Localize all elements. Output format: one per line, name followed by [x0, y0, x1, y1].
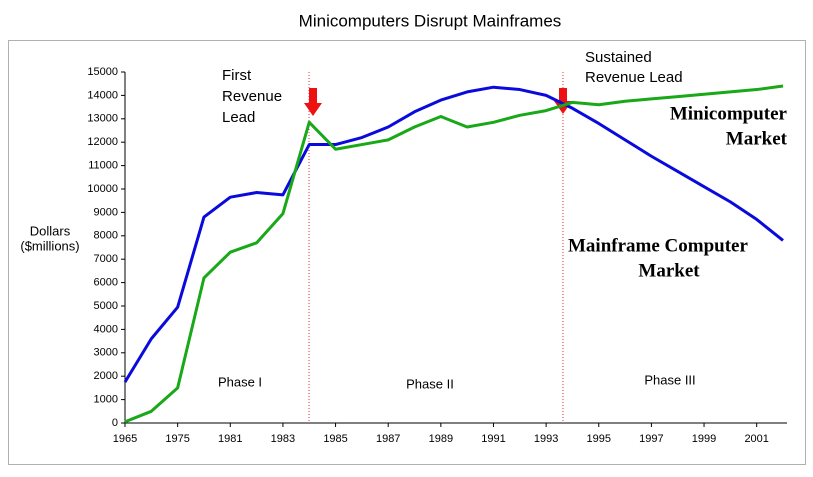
- y-tick-label: 15000: [87, 66, 118, 78]
- y-tick-label: 7000: [94, 253, 118, 265]
- y-tick-label: 13000: [87, 113, 118, 125]
- annotation: Sustained: [585, 49, 652, 66]
- y-axis-label: Dollars: [30, 223, 71, 238]
- x-tick-label: 1975: [165, 433, 189, 445]
- annotation: Revenue Lead: [585, 69, 683, 86]
- y-tick-label: 8000: [94, 230, 118, 242]
- y-tick-label: 11000: [88, 160, 118, 172]
- y-tick-label: 1000: [94, 394, 118, 406]
- y-tick-label: 0: [112, 417, 118, 429]
- annotation: Lead: [222, 109, 255, 126]
- x-tick-label: 1981: [218, 433, 242, 445]
- arrow: [304, 88, 322, 116]
- x-tick-label: 1985: [323, 433, 347, 445]
- annotation: Revenue: [222, 88, 282, 105]
- series-label: Market: [638, 260, 700, 281]
- phase-label: Phase III: [644, 372, 695, 387]
- chart-title: Minicomputers Disrupt Mainframes: [299, 11, 562, 30]
- x-tick-label: 1993: [534, 433, 558, 445]
- y-axis-label: ($millions): [20, 238, 79, 253]
- x-tick-label: 1999: [692, 433, 716, 445]
- y-tick-label: 2000: [94, 370, 118, 382]
- phase-label: Phase I: [218, 374, 262, 389]
- series-label: Minicomputer: [670, 103, 788, 124]
- annotation: First: [222, 67, 252, 84]
- x-tick-label: 1987: [376, 433, 400, 445]
- x-tick-label: 1983: [271, 433, 295, 445]
- y-tick-label: 4000: [94, 323, 118, 335]
- phase-label: Phase II: [406, 376, 454, 391]
- y-tick-label: 10000: [87, 183, 118, 195]
- y-tick-label: 9000: [94, 206, 118, 218]
- y-tick-label: 6000: [94, 277, 118, 289]
- series-line: [123, 85, 784, 383]
- x-tick-label: 1989: [429, 433, 453, 445]
- chart-frame: [8, 40, 806, 465]
- series-label: Mainframe Computer: [568, 235, 748, 256]
- y-tick-label: 12000: [87, 136, 118, 148]
- x-tick-label: 1995: [587, 433, 611, 445]
- y-tick-label: 14000: [87, 89, 118, 101]
- series-line: [124, 84, 784, 424]
- y-tick-label: 3000: [94, 347, 118, 359]
- y-tick-label: 5000: [94, 300, 118, 312]
- x-tick-label: 1965: [113, 433, 137, 445]
- x-tick-label: 2001: [744, 433, 768, 445]
- x-tick-label: 1997: [639, 433, 663, 445]
- series-label: Market: [726, 128, 788, 149]
- x-tick-label: 1991: [481, 433, 505, 445]
